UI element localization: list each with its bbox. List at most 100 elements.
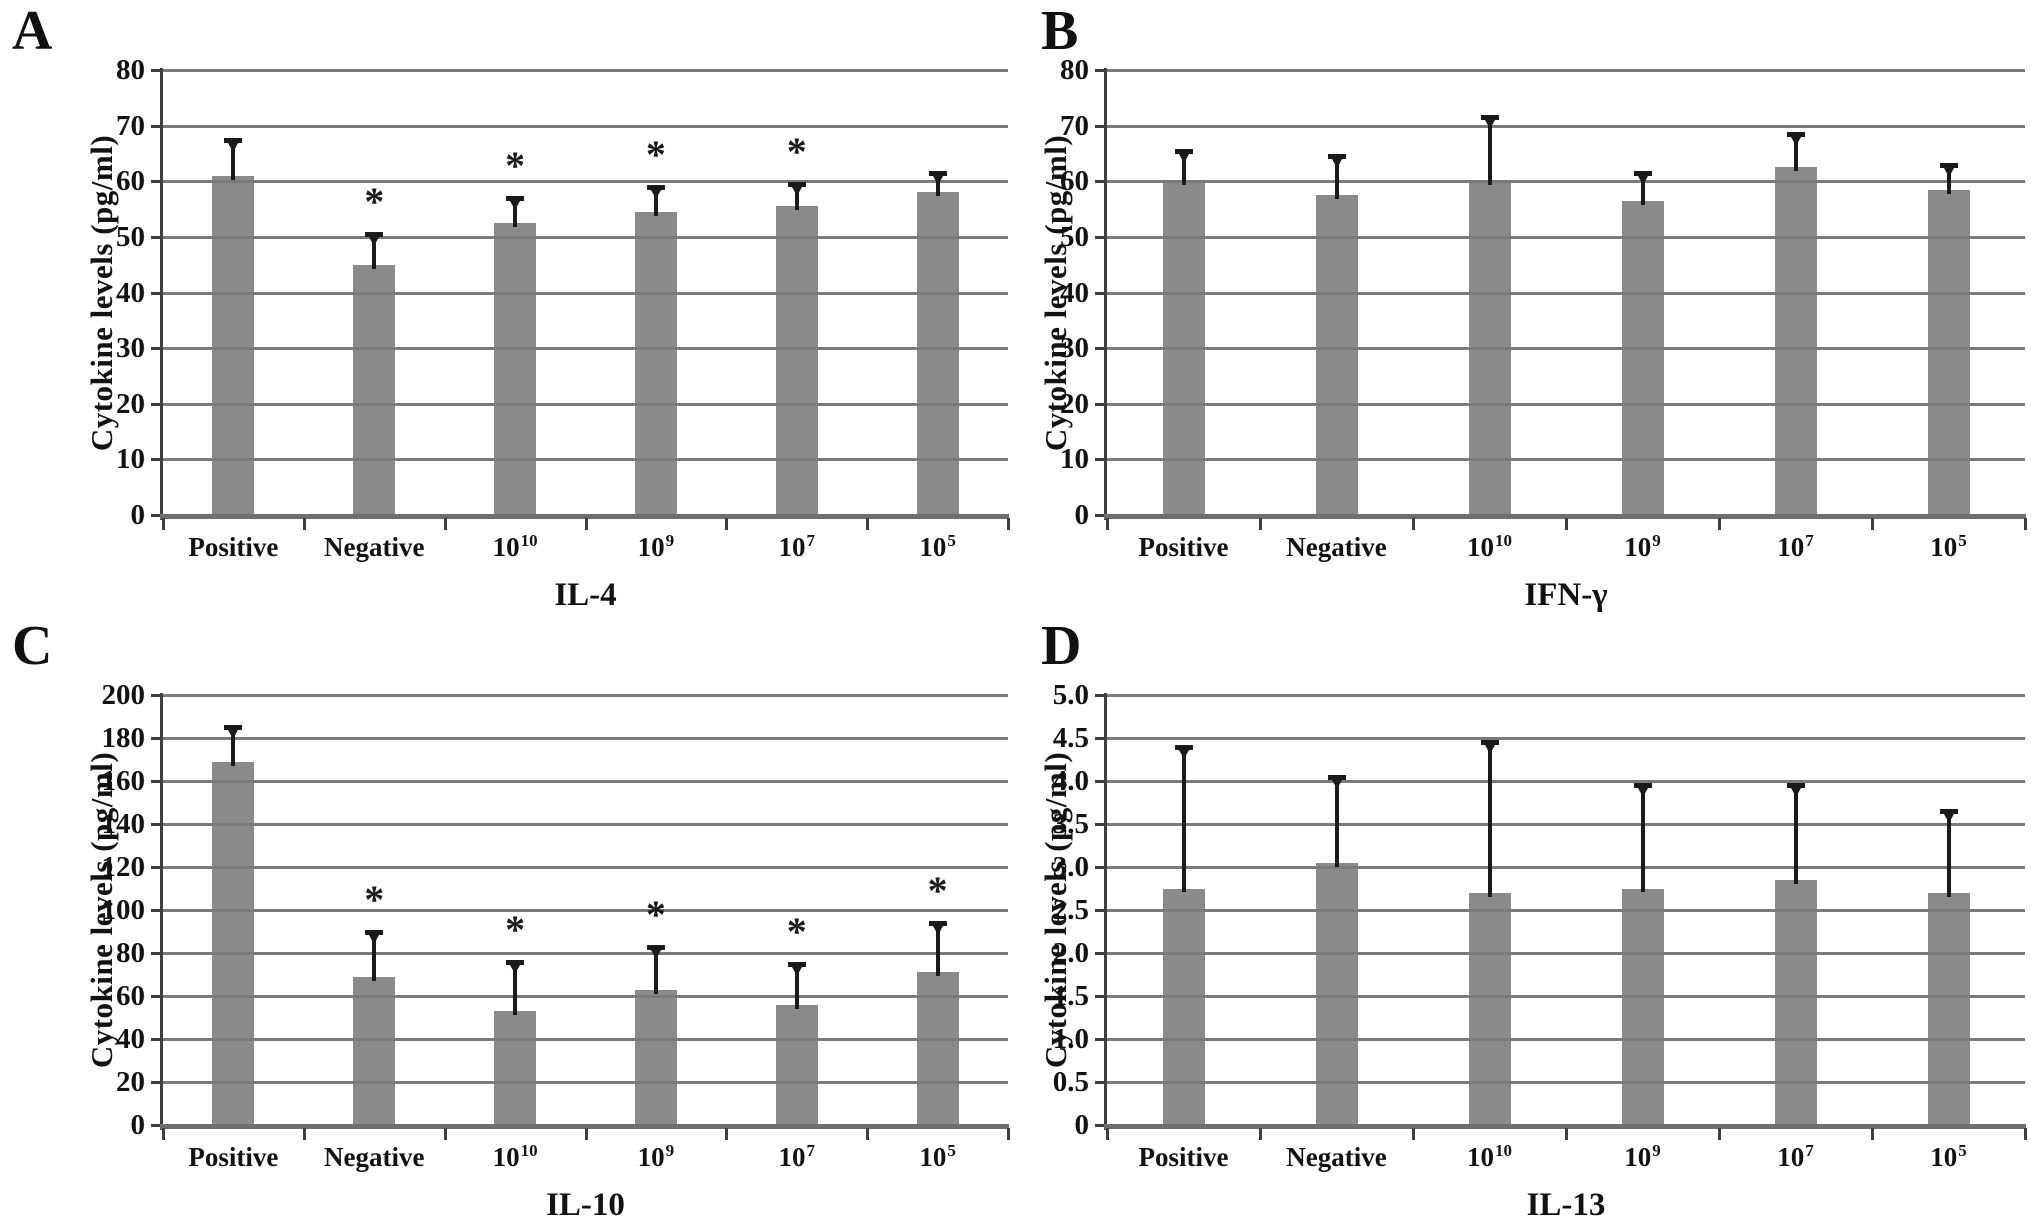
x-category-label: 105 [1871,531,2027,566]
gridline [163,180,1008,184]
panel-letter: B [1041,0,1079,62]
y-tick-label: 120 [101,851,146,883]
x-tick-mark [866,1128,870,1140]
error-bar-line [231,139,236,180]
y-tick-mark [1095,347,1106,351]
x-category-base: Positive [188,532,279,562]
y-tick-label: 0 [130,1109,146,1141]
significance-asterisk: * [927,867,948,913]
x-tick-mark [725,518,729,530]
x-tick-mark [162,1128,165,1140]
gridline [163,235,1008,239]
error-bar-cap [787,961,806,967]
y-tick-mark [151,952,162,955]
significance-asterisk: * [505,906,526,952]
x-category-label: Negative [296,1142,452,1172]
bar [1315,862,1358,1125]
bar [494,1011,537,1125]
panel-A: A Cytokine levels (pg/ml) * * * * 0 10 20 30 40 50 6… [0,0,1015,615]
y-tick-mark [1095,866,1106,869]
y-tick-mark [1095,952,1106,955]
error-bar-cap [1633,170,1652,176]
significance-asterisk: * [645,891,666,937]
x-tick-mark [1565,1128,1568,1140]
error-bar-line [1946,811,1951,897]
y-tick-label: 60 [1060,165,1089,198]
panel-letter: A [12,0,53,62]
y-tick-mark [151,694,162,697]
x-tick-mark [1718,518,1721,530]
significance-asterisk: * [364,179,385,225]
bar [494,222,537,515]
x-category-base: 10 [1624,532,1652,562]
x-tick-mark [1007,518,1010,530]
error-bar-cap [506,959,525,965]
significance-asterisk: * [505,142,526,188]
error-bar-line [935,922,940,977]
y-tick-label: 2.5 [1052,894,1089,926]
error-bar-cap-nub [1943,814,1954,824]
y-tick-mark [151,291,162,295]
x-category-superscript: 7 [1805,1141,1814,1160]
significance-asterisk: * [786,129,807,175]
bar [1621,200,1664,515]
y-tick-label: 40 [116,276,145,309]
y-tick-mark [1095,69,1106,72]
bar [1162,888,1205,1125]
y-tick-label: 10 [116,443,145,476]
y-tick-label: 4.0 [1052,765,1089,797]
y-tick-label: 30 [116,332,145,365]
error-bar-cap [646,944,665,950]
y-tick-mark [1095,458,1106,462]
y-tick-label: 80 [116,54,145,86]
x-category-base: Negative [1286,532,1387,562]
error-bar-cap-nub [932,925,943,935]
gridline [1107,995,2025,998]
y-tick-mark [1095,291,1106,295]
x-tick-mark [866,518,870,530]
y-tick-mark [151,1081,162,1084]
error-bar-cap [1480,115,1499,121]
y-tick-label: 3.5 [1052,808,1089,840]
error-bar-line [1181,150,1186,186]
error-bar-cap [1174,744,1193,750]
error-bar-line [1640,785,1645,893]
x-category-superscript: 7 [806,1141,816,1160]
x-category-base: Negative [324,532,425,562]
y-tick-mark [1095,780,1106,783]
x-tick-mark [1412,1128,1415,1140]
y-tick-label: 80 [1060,54,1089,86]
x-category-label: 107 [719,531,875,566]
x-axis-line [1104,1124,2026,1129]
error-bar-cap [506,195,525,201]
error-bar-cap [1939,162,1958,168]
x-category-base: 10 [778,532,806,562]
error-bar-cap-nub [932,175,943,185]
x-category-base: 10 [1930,532,1958,562]
y-tick-mark [1095,402,1106,406]
error-bar-cap-nub [1484,745,1495,755]
x-category-label: 109 [1565,531,1721,566]
significance-asterisk: * [645,131,666,177]
error-bar-line [1334,156,1339,200]
error-bar-cap [928,170,947,176]
error-bar-line [372,234,377,269]
y-tick-label: 0 [1074,499,1090,531]
significance-asterisk: * [364,876,385,922]
y-tick-mark [1095,124,1106,128]
y-tick-mark [151,514,162,517]
x-category-label: 1010 [437,531,593,566]
x-category-label: 109 [578,1141,734,1176]
x-category-base: 10 [1624,1142,1652,1172]
x-category-label: Positive [155,1142,311,1172]
x-category-superscript: 10 [520,531,538,550]
x-category-label: 105 [1871,1141,2027,1176]
y-tick-mark [151,1124,162,1127]
bar [634,211,677,515]
x-category-base: Negative [324,1142,425,1172]
x-category-base: 10 [1930,1142,1958,1172]
y-tick-label: 100 [101,894,146,926]
y-tick-mark [1095,694,1106,697]
x-category-base: 10 [1467,532,1494,562]
